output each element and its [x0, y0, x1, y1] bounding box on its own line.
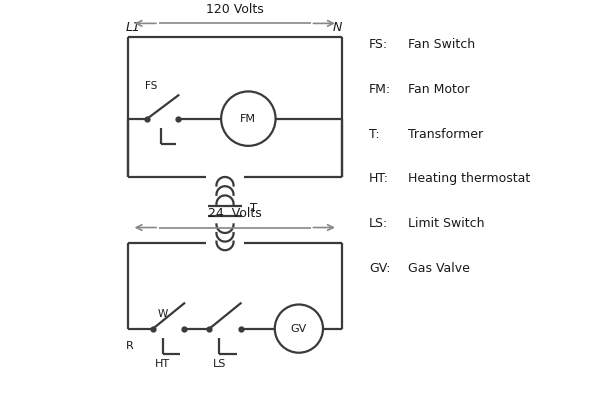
Text: FM:: FM: — [369, 83, 391, 96]
Text: Transformer: Transformer — [408, 128, 483, 141]
Text: FM: FM — [240, 114, 256, 124]
Text: R: R — [126, 341, 133, 351]
Text: W: W — [158, 309, 168, 319]
Text: Fan Switch: Fan Switch — [408, 38, 475, 51]
Text: FS: FS — [145, 80, 158, 90]
Text: N: N — [333, 21, 342, 34]
Text: L1: L1 — [126, 21, 141, 34]
Text: HT:: HT: — [369, 172, 389, 186]
Text: 24  Volts: 24 Volts — [208, 207, 261, 220]
Text: Heating thermostat: Heating thermostat — [408, 172, 530, 186]
Text: Gas Valve: Gas Valve — [408, 262, 470, 275]
Text: LS: LS — [212, 359, 226, 369]
Circle shape — [221, 92, 276, 146]
Text: Limit Switch: Limit Switch — [408, 217, 484, 230]
Text: Fan Motor: Fan Motor — [408, 83, 470, 96]
Text: GV:: GV: — [369, 262, 391, 275]
Text: FS:: FS: — [369, 38, 388, 51]
Circle shape — [275, 304, 323, 353]
Text: T: T — [250, 202, 257, 214]
Text: T:: T: — [369, 128, 379, 141]
Text: 120 Volts: 120 Volts — [206, 3, 264, 16]
Text: LS:: LS: — [369, 217, 388, 230]
Text: GV: GV — [291, 324, 307, 334]
Text: HT: HT — [155, 359, 171, 369]
